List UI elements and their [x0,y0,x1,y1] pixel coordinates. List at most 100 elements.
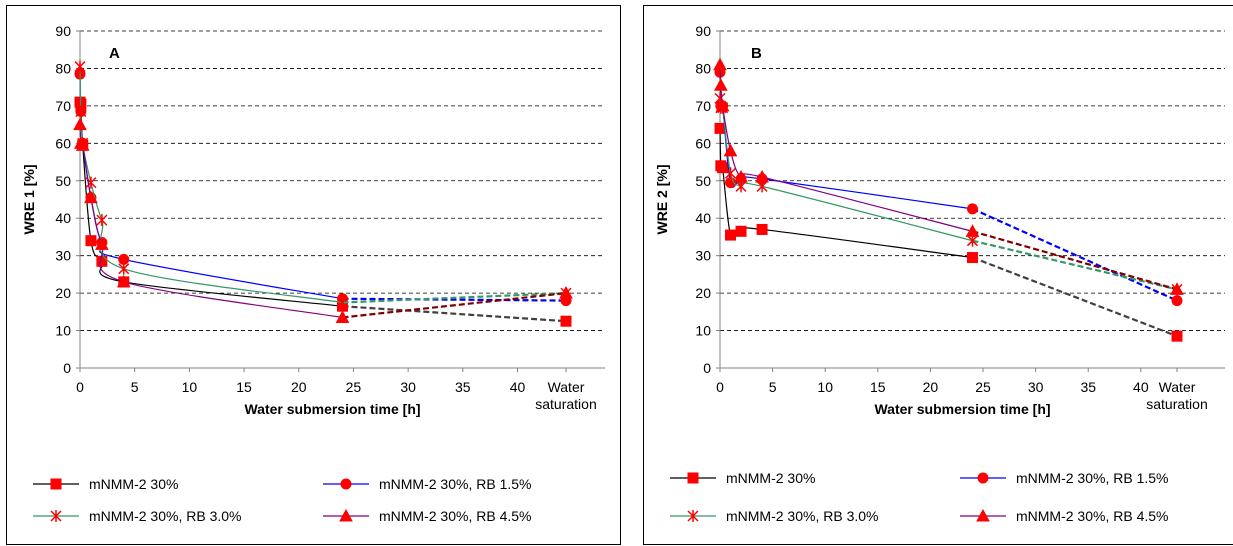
data-point [85,235,97,247]
data-point [967,203,978,215]
data-point [84,190,98,204]
series-saturation-line [342,292,567,319]
data-point [95,237,109,250]
chart-panel-a: 0 10 20 30 40 50 60 70 80 90 0 5 10 15 20 25 30 35 40 Water… [6,5,621,545]
y-tick-label: 80 [695,60,711,76]
y-tick-label: 0 [63,360,71,376]
x-tick-label: 20 [291,379,307,395]
y-axis-title: WRE 2 [%] [654,165,670,235]
x-tick-label: 0 [716,379,724,395]
data-point [735,225,747,237]
data-point [717,162,729,174]
y-tick-label: 40 [695,210,711,226]
legend-marker [687,472,699,484]
data-point [723,143,738,157]
x-tick-label: 15 [236,379,252,395]
series-1 [74,96,572,327]
chart-a-svg: 0 10 20 30 40 50 60 70 80 90 0 5 10 15 20 25 30 35 40 Water… [21,23,605,524]
data-point [965,224,980,237]
legend-label: mNMM-2 30%, RB 3.0% [726,508,878,524]
x-tick-label-saturation: saturation [1146,396,1207,412]
legend-label: mNMM-2 30%, RB 4.5% [1016,508,1168,524]
x-tick-label: 5 [131,379,139,395]
data-point [118,262,130,275]
series-line [719,128,973,259]
data-point [724,167,737,180]
legend-item: mNMM-2 30%, RB 3.0% [33,508,241,524]
series-saturation-line [342,297,567,302]
x-axis-title: Water submersion time [h] [874,401,1050,417]
data-point [713,78,728,91]
data-point [1171,330,1183,342]
legend-label: mNMM-2 30% [726,470,815,486]
x-tick-label: 30 [1028,379,1044,395]
panel-label: A [109,45,120,62]
y-tick-label: 10 [695,323,711,339]
legend-item: mNMM-2 30%, RB 1.5% [323,476,531,492]
legend-item: mNMM-2 30%, RB 1.5% [960,470,1168,486]
legend-marker [340,478,352,490]
legend-marker [50,478,62,490]
y-tick-label: 90 [695,23,711,39]
series-line [79,124,343,319]
series-4 [713,57,1184,295]
data-point [75,105,87,118]
data-point [335,310,350,323]
y-tick-label: 10 [55,323,71,339]
series-1 [714,122,1183,342]
data-point [559,286,573,299]
y-tick-label: 30 [695,248,711,264]
x-tick-label: 20 [923,379,939,395]
series-4 [73,117,573,323]
legend-marker [50,510,62,522]
x-tick-label-saturation: Water [1159,379,1196,395]
data-point [560,315,572,327]
data-point [755,169,769,183]
x-tick-label: 10 [817,379,833,395]
series-line [719,72,973,210]
y-tick-label: 80 [55,60,71,76]
y-tick-label: 50 [695,173,711,189]
series-line [79,99,343,307]
series-saturation-line [972,207,1178,302]
panel-label: B [751,45,762,62]
x-tick-label: 30 [400,379,416,395]
y-tick-label: 70 [55,98,71,114]
data-point [1171,295,1183,307]
legend-label: mNMM-2 30%, RB 1.5% [379,476,531,492]
y-tick-label: 90 [55,23,71,39]
x-tick-label: 40 [1133,379,1149,395]
data-point [96,214,108,227]
x-tick-label: 0 [76,379,84,395]
x-tick-label: 35 [455,379,471,395]
legend-item: mNMM-2 30%, RB 4.5% [960,508,1168,524]
y-axis-title: WRE 1 [%] [21,165,37,235]
series-3 [74,60,572,309]
x-tick-label: 15 [870,379,886,395]
series-3 [714,92,1183,296]
y-tick-label: 40 [55,210,71,226]
y-tick-label: 20 [695,285,711,301]
data-point [725,229,737,241]
y-tick-label: 50 [55,173,71,189]
data-point [714,122,726,134]
legend-marker [977,472,989,484]
legend-item: mNMM-2 30% [670,470,815,486]
legend-marker [687,510,699,522]
data-point [713,57,727,71]
chart-b-svg: 0 10 20 30 40 50 60 70 80 90 0 5 10 15 20 25 30 35 40 Water… [654,23,1225,524]
series-line [719,64,973,232]
y-tick-label: 0 [703,360,711,376]
y-tick-label: 60 [55,135,71,151]
x-tick-label: 40 [510,379,526,395]
series-saturation-line [342,305,567,323]
series-2 [74,68,572,307]
data-point [756,223,768,235]
x-tick-label: 5 [769,379,777,395]
data-point [116,274,131,288]
x-tick-label: 25 [975,379,991,395]
data-point [336,296,349,309]
legend-item: mNMM-2 30% [33,476,178,492]
legend-label: mNMM-2 30%, RB 1.5% [1016,470,1168,486]
series-saturation-line [972,239,1178,291]
